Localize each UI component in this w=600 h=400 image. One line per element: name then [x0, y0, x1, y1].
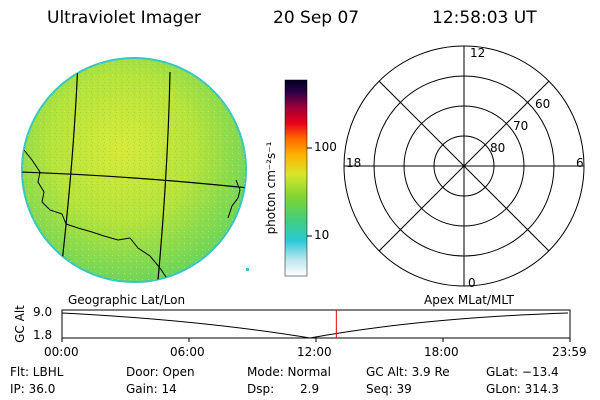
- timeline-right-caption: Apex MLat/MLT: [424, 293, 514, 307]
- timeline-left-caption: Geographic Lat/Lon: [68, 293, 186, 307]
- timeline-tick-2359: 23:59: [552, 345, 587, 359]
- timeline-y-min: 1.8: [33, 328, 53, 342]
- polar-lat-80: 80: [490, 141, 506, 155]
- image-date: 20 Sep 07: [273, 8, 360, 28]
- image-time: 12:58:03 UT: [432, 8, 537, 28]
- info-gain: Gain: 14: [126, 382, 177, 396]
- info-seq: Seq: 39: [366, 382, 412, 396]
- polar-hour-0: 0: [468, 276, 476, 290]
- info-ip: IP: 36.0: [10, 382, 56, 396]
- info-dsp-label: Dsp:: [247, 382, 275, 396]
- lat-lon-grid: [22, 59, 246, 281]
- polar-hour-6: 6: [576, 156, 584, 170]
- info-filter: Flt: LBHL: [10, 365, 64, 379]
- info-mode: Mode: Normal: [247, 365, 331, 379]
- instrument-title: Ultraviolet Imager: [47, 8, 201, 28]
- timeline-y-max: 9.0: [33, 305, 53, 319]
- timeline-tick-1800: 18:00: [424, 345, 459, 359]
- polar-lat-70: 70: [513, 119, 529, 133]
- colorbar-tick-10: 10: [314, 228, 330, 242]
- timeline-tick-1200: 12:00: [297, 345, 332, 359]
- polar-lat-60: 60: [535, 97, 551, 111]
- info-glat: GLat: −13.4: [486, 365, 559, 379]
- colorbar-tick-100: 100: [314, 140, 337, 154]
- polar-hour-18: 18: [346, 156, 362, 170]
- info-gc-alt: GC Alt: 3.9 Re: [366, 365, 450, 379]
- polar-hour-12: 12: [470, 46, 486, 60]
- info-glon: GLon: 314.3: [486, 382, 559, 396]
- timeline-tick-0600: 06:00: [170, 345, 205, 359]
- timeline-tick-0000: 00:00: [44, 345, 79, 359]
- info-dsp-value: 2.9: [300, 382, 320, 396]
- info-door: Door: Open: [126, 365, 195, 379]
- coastline: [23, 149, 241, 281]
